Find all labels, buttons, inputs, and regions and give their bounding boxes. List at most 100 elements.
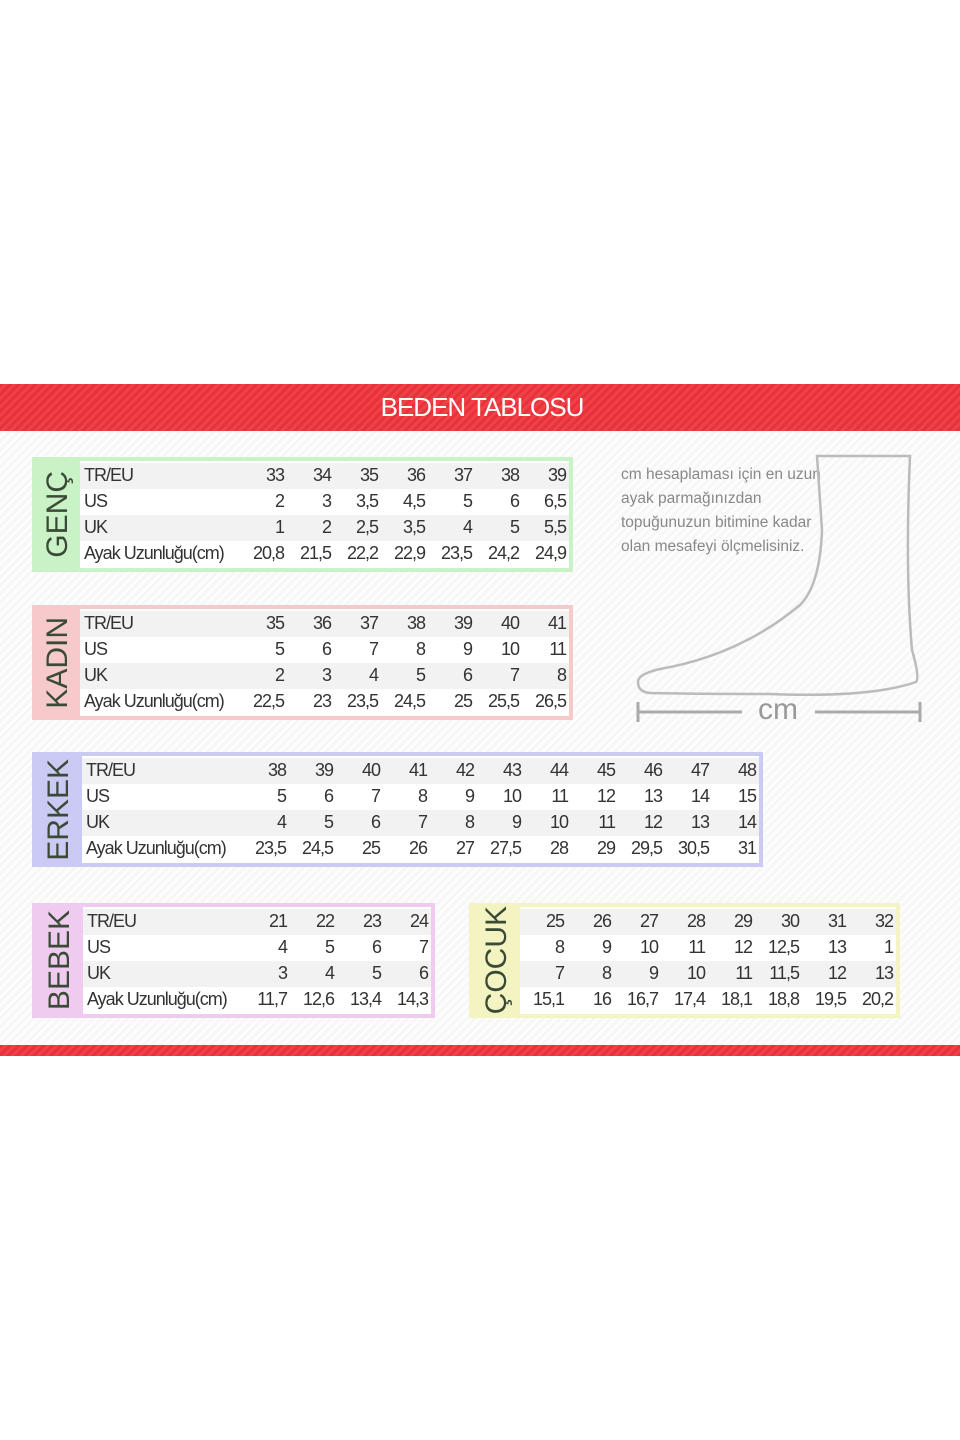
- table-cell: 5: [415, 665, 426, 685]
- table-cell: 5: [276, 786, 287, 806]
- table-cell: 7: [418, 937, 429, 957]
- row-label: US: [84, 491, 108, 511]
- table-cell: 12: [827, 963, 847, 983]
- table-cell: 16: [592, 989, 612, 1009]
- table-body: TR/EU 21 22 23 24 US 4 5 6 7 UK 3 4 5 6 Ayak Uzunluğu(c…: [83, 907, 431, 1014]
- size-table-bebek: BEBEK TR/EU 21 22 23 24 US 4 5 6 7 UK 3 4 5 6 Ayak Uzunl…: [32, 903, 435, 1018]
- table-cell: 41: [547, 613, 567, 633]
- table-cell: 13: [874, 963, 894, 983]
- category-label: BEBEK: [36, 907, 83, 1014]
- table-cell: 31: [827, 911, 847, 931]
- table-row: US 5 6 7 8 9 10 11 12 13 14 15: [82, 784, 759, 810]
- table-cell: 12: [643, 812, 663, 832]
- table-cell: 29,5: [630, 838, 663, 858]
- table-cell: 9: [601, 937, 612, 957]
- table-cell: 9: [464, 786, 475, 806]
- table-row: TR/EU 35 36 37 38 39 40 41: [80, 610, 569, 637]
- table-cell: 4: [462, 517, 473, 537]
- table-cell: 22,5: [252, 691, 285, 711]
- table-cell: 11,5: [769, 963, 800, 983]
- table-cell: 11: [598, 812, 616, 832]
- table-cell: 42: [455, 760, 475, 780]
- table-cell: 15,1: [532, 989, 565, 1009]
- table-row: US 5 6 7 8 9 10 11: [80, 637, 569, 663]
- table-cell: 21: [268, 911, 288, 931]
- category-label: GENÇ: [36, 461, 80, 568]
- row-label: UK: [84, 517, 108, 537]
- row-label: TR/EU: [84, 465, 134, 485]
- table-cell: 34: [312, 465, 332, 485]
- table-cell: 6: [321, 639, 332, 659]
- table-row: Ayak Uzunluğu(cm) 20,8 21,5 22,2 22,9 23,5 24,…: [80, 541, 569, 567]
- table-cell: 39: [453, 613, 473, 633]
- table-cell: 24,5: [301, 838, 334, 858]
- category-label: ÇOCUK: [473, 906, 520, 1014]
- table-cell: 28: [549, 838, 569, 858]
- table-row: Ayak Uzunluğu(cm) 22,5 23 23,5 24,5 25 25,5 26,…: [80, 689, 569, 715]
- table-cell: 12,5: [767, 937, 800, 957]
- size-table-cocuk: ÇOCUK 25 26 27 28 29 30 31 32 8 9 10 11 12 12,5 13 1 7 8 9 1…: [469, 903, 900, 1018]
- row-label: Ayak Uzunluğu(cm): [86, 838, 227, 858]
- table-row: UK 1 2 2,5 3,5 4 5 5,5: [80, 514, 569, 541]
- table-row: 7 8 9 10 11 11,5 12 13: [520, 960, 896, 987]
- table-cell: 9: [511, 812, 522, 832]
- table-cell: 38: [267, 760, 287, 780]
- table-row: UK 4 5 6 7 8 9 10 11 12 13 14: [82, 809, 759, 836]
- table-cell: 11,7: [257, 989, 288, 1009]
- category-name: BEBEK: [42, 910, 76, 1011]
- table-cell: 8: [417, 786, 428, 806]
- unit-label: cm: [758, 693, 798, 726]
- table-cell: 4: [324, 963, 335, 983]
- measure-line-icon: [636, 702, 922, 722]
- table-cell: 10: [686, 963, 706, 983]
- table-cell: 39: [547, 465, 567, 485]
- table-cell: 13,4: [349, 989, 382, 1009]
- table-cell: 22: [315, 911, 335, 931]
- table-row: TR/EU 33 34 35 36 37 38 39: [80, 462, 569, 489]
- table-cell: 17,4: [673, 989, 706, 1009]
- category-name: ERKEK: [42, 758, 75, 861]
- table-cell: 41: [408, 760, 428, 780]
- table-cell: 25: [545, 911, 565, 931]
- table-cell: 26: [408, 838, 428, 858]
- table-cell: 9: [648, 963, 659, 983]
- table-cell: 8: [556, 665, 567, 685]
- table-cell: 32: [874, 911, 894, 931]
- table-cell: 12: [733, 937, 753, 957]
- size-table-genc: GENÇ TR/EU 33 34 35 36 37 38 39 US 2 3 3,5 4,5 5 6 6,5 UK…: [32, 457, 573, 572]
- table-cell: 1: [883, 937, 894, 957]
- table-cell: 24,2: [487, 543, 520, 563]
- foot-outline-icon: [636, 454, 922, 722]
- row-label: TR/EU: [86, 760, 136, 780]
- row-label: Ayak Uzunluğu(cm): [84, 543, 225, 563]
- table-cell: 38: [500, 465, 520, 485]
- table-cell: 6,5: [543, 491, 567, 511]
- table-cell: 7: [554, 963, 565, 983]
- table-cell: 14: [690, 786, 710, 806]
- table-cell: 3: [321, 665, 332, 685]
- table-cell: 46: [643, 760, 663, 780]
- table-cell: 8: [415, 639, 426, 659]
- row-label: US: [84, 639, 108, 659]
- table-cell: 43: [502, 760, 522, 780]
- table-cell: 20,2: [861, 989, 894, 1009]
- table-cell: 39: [314, 760, 334, 780]
- table-cell: 16,7: [626, 989, 659, 1009]
- table-cell: 3: [277, 963, 288, 983]
- table-cell: 25: [361, 838, 381, 858]
- row-label: Ayak Uzunluğu(cm): [84, 691, 225, 711]
- table-cell: 10: [502, 786, 522, 806]
- table-cell: 13: [690, 812, 710, 832]
- table-cell: 37: [453, 465, 473, 485]
- table-cell: 7: [370, 786, 381, 806]
- table-cell: 14,3: [396, 989, 429, 1009]
- row-label: UK: [84, 665, 108, 685]
- table-row: US 4 5 6 7: [83, 935, 431, 961]
- table-cell: 33: [265, 465, 285, 485]
- table-cell: 26: [592, 911, 612, 931]
- table-cell: 24: [409, 911, 429, 931]
- table-cell: 11: [688, 937, 706, 957]
- table-cell: 26,5: [534, 691, 567, 711]
- table-cell: 6: [323, 786, 334, 806]
- table-cell: 5: [371, 963, 382, 983]
